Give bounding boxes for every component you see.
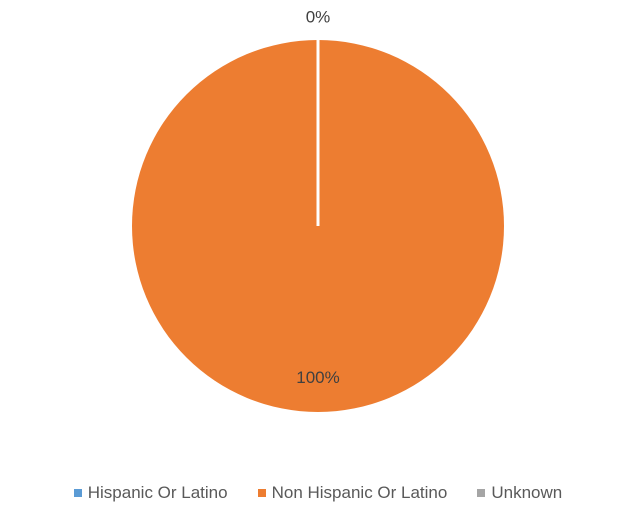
legend: Hispanic Or Latino Non Hispanic Or Latin… (0, 482, 636, 504)
legend-item-hispanic-or-latino: Hispanic Or Latino (73, 483, 228, 503)
legend-label-hispanic-or-latino: Hispanic Or Latino (87, 483, 228, 502)
legend-swatch-non-hispanic-or-latino (257, 489, 266, 497)
legend-item-unknown: Unknown (477, 483, 562, 503)
data-labels: 0% 100% (296, 7, 339, 387)
legend-swatch-unknown (477, 489, 486, 497)
legend-label-unknown: Unknown (491, 483, 563, 502)
data-label-hispanic-or-latino: 0% (306, 7, 331, 26)
legend-label-non-hispanic-or-latino: Non Hispanic Or Latino (271, 483, 448, 502)
data-label-non-hispanic-or-latino: 100% (296, 368, 339, 387)
legend-swatch-hispanic-or-latino (73, 489, 82, 497)
legend-item-non-hispanic-or-latino: Non Hispanic Or Latino (257, 483, 448, 503)
